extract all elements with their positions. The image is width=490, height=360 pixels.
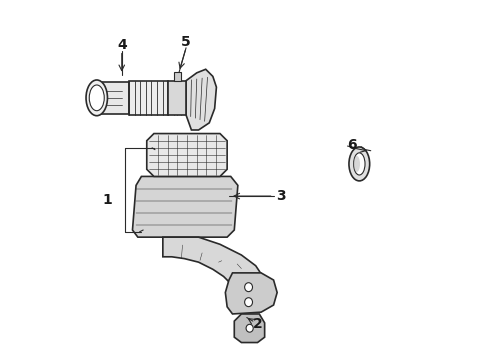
Polygon shape [173, 72, 181, 81]
Polygon shape [234, 314, 265, 342]
Ellipse shape [349, 147, 369, 181]
Text: 2: 2 [253, 316, 262, 330]
Text: 3: 3 [276, 189, 286, 203]
Text: 1: 1 [102, 193, 112, 207]
Polygon shape [132, 176, 238, 237]
Polygon shape [168, 81, 186, 115]
Polygon shape [97, 82, 129, 114]
Ellipse shape [246, 324, 253, 332]
Ellipse shape [354, 156, 360, 172]
Text: 6: 6 [347, 138, 357, 152]
Ellipse shape [245, 283, 252, 292]
Polygon shape [147, 134, 227, 176]
Ellipse shape [245, 298, 252, 307]
Ellipse shape [354, 153, 365, 175]
Text: 5: 5 [181, 36, 191, 49]
Text: 4: 4 [117, 38, 126, 52]
Polygon shape [225, 273, 277, 314]
Ellipse shape [89, 85, 104, 111]
Ellipse shape [86, 80, 107, 116]
Polygon shape [186, 69, 217, 130]
Polygon shape [129, 81, 168, 115]
Polygon shape [163, 237, 263, 303]
